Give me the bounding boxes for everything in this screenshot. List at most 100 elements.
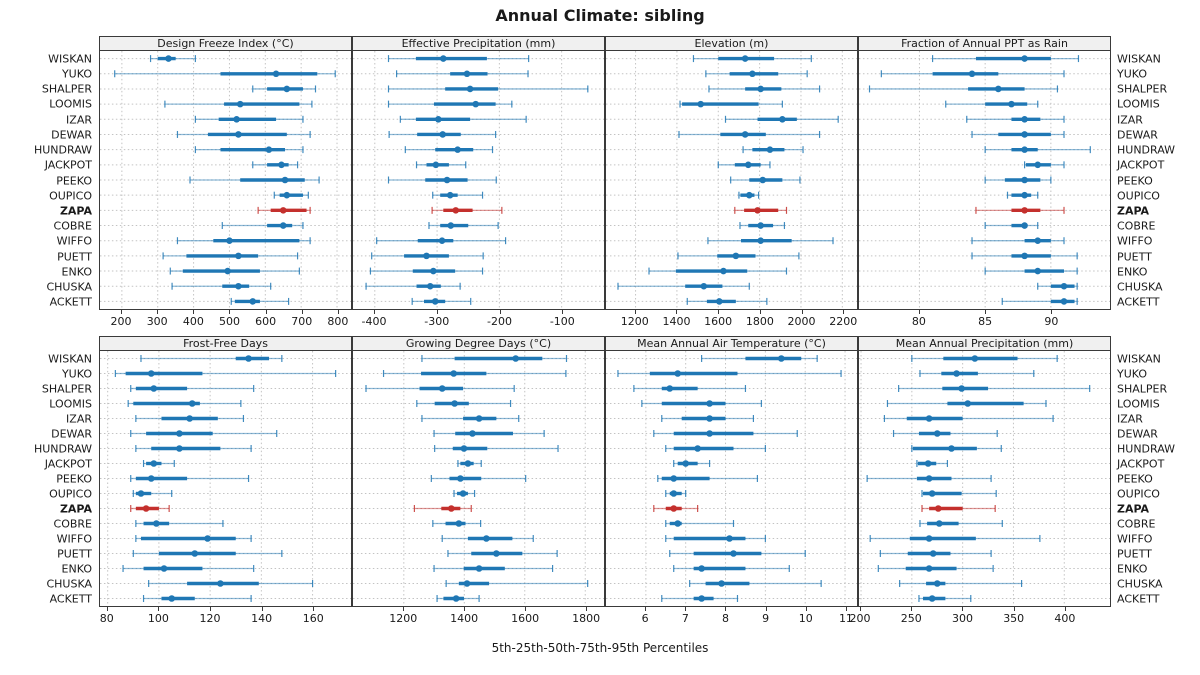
median-dot: [150, 460, 158, 467]
median-dot: [1021, 131, 1028, 138]
median-dot: [995, 85, 1002, 93]
median-dot: [757, 222, 764, 229]
site-label: OUPICO: [1117, 487, 1160, 501]
median-dot: [448, 505, 455, 512]
median-dot: [925, 415, 933, 422]
axis-tick-label: 1400: [662, 315, 691, 328]
panel-strip: Growing Degree Days (°C): [352, 336, 605, 351]
median-dot: [153, 520, 160, 527]
median-dot: [757, 85, 764, 93]
axis-tick-label: 1600: [704, 315, 733, 328]
median-dot: [716, 298, 723, 305]
site-label: ENKO: [61, 562, 92, 576]
axis-tick-label: 400: [1054, 612, 1076, 625]
axis-tick: [158, 607, 160, 611]
axis-tick-label: -200: [487, 315, 512, 328]
panel-x-axis: 200 300 400 500 600 700 800: [99, 310, 352, 332]
median-dot: [272, 70, 280, 78]
site-label-highlight: ZAPA: [1117, 204, 1150, 218]
panel-frost-free-days: Frost-Free Days 80 100 120 140 160: [99, 336, 352, 629]
median-dot: [1034, 267, 1041, 275]
site-label: JACKPOT: [44, 158, 92, 172]
median-dot: [463, 70, 471, 78]
median-dot: [435, 116, 442, 123]
median-dot: [165, 55, 172, 62]
axis-tick: [911, 607, 913, 611]
panel-x-axis: 80 100 120 140 160: [99, 607, 352, 629]
median-dot: [450, 370, 457, 377]
axis-tick-label: 100: [147, 612, 169, 625]
site-label: ENKO: [1117, 265, 1148, 279]
median-dot: [1021, 55, 1028, 62]
axis-tick: [676, 310, 678, 314]
median-dot: [706, 430, 713, 437]
panel-x-axis: 1200 1400 1600 1800 2000 2200: [605, 310, 858, 332]
median-dot: [235, 252, 242, 260]
median-dot: [674, 520, 681, 527]
axis-tick: [261, 607, 263, 611]
axis-tick-label: 350: [1003, 612, 1025, 625]
median-dot: [142, 505, 150, 512]
median-dot: [452, 595, 460, 602]
median-dot: [741, 55, 749, 62]
median-dot: [670, 505, 678, 512]
median-dot: [1034, 161, 1041, 169]
axis-tick-label: -300: [424, 315, 450, 328]
site-label: ACKETT: [1117, 592, 1160, 606]
site-label: ACKETT: [1117, 295, 1160, 309]
axis-tick: [210, 607, 211, 611]
median-dot: [454, 146, 461, 153]
median-dot: [694, 445, 701, 452]
median-dot: [191, 550, 199, 557]
median-dot: [236, 100, 244, 108]
median-dot: [971, 355, 979, 362]
site-label: ENKO: [61, 265, 92, 279]
panel-x-axis: 80 85 90: [858, 310, 1111, 332]
site-label: IZAR: [66, 412, 92, 426]
median-dot: [1021, 191, 1028, 199]
axis-tick: [759, 310, 761, 314]
site-labels-left-bottom: WISKAN YUKO SHALPER LOOMIS IZAR DEWAR HUNDRAW J…: [0, 351, 95, 607]
site-label: WISKAN: [1117, 352, 1161, 366]
axis-tick-label: 80: [99, 612, 114, 625]
axis-tick: [525, 607, 527, 611]
median-dot: [778, 355, 785, 362]
panel-design-freeze-index: Design Freeze Index (°C) 200 300 400 500 600…: [99, 36, 352, 332]
median-dot: [235, 282, 242, 290]
median-dot: [948, 445, 955, 452]
site-label: IZAR: [66, 113, 92, 127]
site-label: WIFFO: [1117, 234, 1153, 248]
site-label: PUETT: [1117, 547, 1152, 561]
axis-tick-label: 1200: [620, 315, 649, 328]
median-dot: [1021, 176, 1028, 184]
axis-tick-label: 2200: [829, 315, 858, 328]
axis-tick: [337, 310, 339, 314]
median-dot: [249, 298, 257, 305]
site-label: WIFFO: [56, 532, 92, 546]
median-dot: [443, 176, 451, 184]
site-label: PEEKO: [1117, 174, 1153, 187]
median-dot: [730, 550, 737, 557]
panel-effective-precipitation: Effective Precipitation (mm) -400 -300 -20…: [352, 36, 605, 332]
median-dot: [1008, 100, 1015, 108]
median-dot: [438, 237, 446, 244]
axis-tick-label: 9: [762, 612, 770, 625]
axis-tick-label: 1800: [745, 315, 774, 328]
median-dot: [188, 400, 196, 407]
median-dot: [1021, 252, 1028, 260]
axis-tick-label: 1800: [572, 612, 601, 625]
site-label: PUETT: [57, 547, 92, 561]
site-label: HUNDRAW: [33, 442, 92, 456]
median-dot: [698, 595, 705, 602]
site-label: COBRE: [53, 219, 92, 233]
panel-fraction-ppt-rain: Fraction of Annual PPT as Rain 80 85 90: [858, 36, 1111, 332]
median-dot: [466, 85, 474, 93]
median-dot: [459, 490, 467, 497]
axis-tick: [985, 310, 987, 314]
median-dot: [457, 475, 464, 482]
site-labels-right-bottom: WISKAN YUKO SHALPER LOOMIS IZAR DEWAR HUNDRAW J…: [1113, 351, 1198, 607]
median-dot: [698, 565, 705, 572]
panel-strip: Mean Annual Precipitation (mm): [858, 336, 1111, 351]
panel-mean-annual-air-temperature: Mean Annual Air Temperature (°C) 6 7 8 9 10 1…: [605, 336, 858, 629]
median-dot: [1021, 146, 1028, 153]
